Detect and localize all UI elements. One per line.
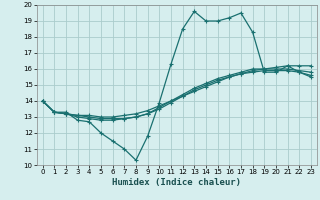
X-axis label: Humidex (Indice chaleur): Humidex (Indice chaleur) [112, 178, 241, 187]
